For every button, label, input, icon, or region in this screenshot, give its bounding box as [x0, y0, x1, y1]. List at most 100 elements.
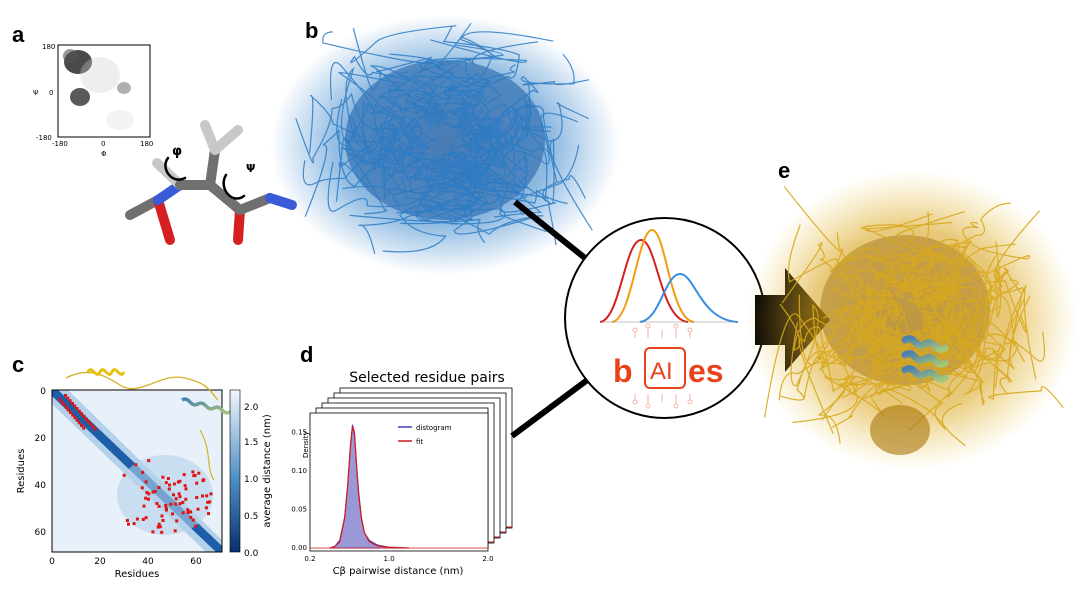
contact-dot: [186, 511, 190, 514]
baies-logo-circle: b AI es: [510, 199, 766, 439]
contact-dot: [62, 403, 66, 407]
contact-dot: [68, 399, 72, 403]
contact-dot: [184, 497, 188, 501]
colorbar: 2.0 1.5 1.0 0.5 0.0 average distance (nm…: [229, 389, 273, 559]
contact-dot: [73, 404, 77, 408]
gold-strand: [822, 302, 886, 338]
contact-dot: [125, 519, 129, 522]
blue-strand: [446, 31, 554, 107]
contact-dot: [144, 480, 148, 484]
gold-strand: [903, 202, 1012, 285]
contact-dot: [134, 463, 138, 467]
cbar-tick-0.5: 0.5: [244, 512, 258, 522]
contact-dot: [140, 486, 144, 490]
gold-strand: [920, 246, 987, 318]
contact-dot: [189, 510, 193, 514]
contact-dot: [77, 421, 81, 425]
blue-strand: [350, 25, 457, 115]
blue-strand: [455, 107, 517, 145]
contact-dot: [80, 424, 83, 427]
chart-xtick: 0.2: [304, 555, 315, 563]
blue-strand: [434, 89, 474, 126]
blue-strand: [418, 161, 506, 225]
contact-dot: [60, 400, 64, 404]
gold-strand: [781, 242, 877, 310]
contact-dot: [169, 502, 173, 506]
contact-dot: [193, 474, 197, 477]
contact-dot: [195, 496, 199, 499]
gold-strand: [836, 232, 895, 298]
contact-dot: [75, 418, 79, 422]
chart-ytick: 0.15: [291, 428, 307, 436]
contact-dot: [206, 500, 210, 504]
contact-dot: [157, 486, 161, 489]
blue-strand: [459, 126, 515, 181]
blue-strand: [428, 82, 479, 132]
blue-strand: [415, 171, 486, 244]
legend-label-fit: fit: [416, 438, 423, 446]
blue-strand: [445, 94, 483, 133]
contact-dot: [71, 413, 75, 417]
gold-strand: [820, 310, 892, 349]
rama-xtick-0: 0: [101, 140, 105, 148]
blue-strand: [340, 66, 428, 145]
chart-xtick: 1.0: [384, 555, 395, 563]
contact-dot: [172, 493, 175, 497]
blue-strand: [449, 152, 489, 218]
c-xtick-60: 60: [190, 557, 202, 567]
gold-ensemble-cloud: [747, 170, 1077, 470]
gold-strand: [831, 274, 887, 313]
contact-dot: [175, 519, 179, 523]
ramachandran-plot: 180 0 -180 -180 0 180 Φ Ψ: [33, 43, 153, 158]
contact-dot: [80, 412, 84, 416]
gold-strand: [879, 348, 966, 447]
phi-rotation-arrow: [164, 156, 187, 181]
gold-strand: [913, 211, 959, 299]
logo-ai-box: [644, 347, 686, 389]
gold-strand: [949, 310, 1064, 409]
gold-strand: [790, 304, 871, 387]
blue-strand: [428, 97, 472, 130]
contact-dot: [174, 497, 178, 501]
blue-strand: [342, 143, 428, 201]
panel-label-b: b: [305, 18, 318, 43]
blue-strand: [399, 159, 474, 222]
gold-strand: [924, 296, 973, 332]
contact-dot: [69, 411, 72, 414]
connector-d: [510, 375, 592, 439]
rama-xlabel: Φ: [101, 150, 107, 158]
c-ytick-60: 60: [35, 528, 47, 538]
c-helix-yellow: [86, 368, 126, 376]
gold-strand: [840, 306, 887, 344]
blue-strand: [451, 153, 528, 190]
blue-strand: [340, 144, 407, 215]
circuit-decoration: [632, 323, 693, 409]
contact-dot: [174, 502, 178, 506]
c-xlabel: Residues: [115, 569, 160, 580]
contact-dot: [89, 422, 93, 426]
blue-strand: [460, 106, 524, 139]
contact-dot: [181, 500, 185, 504]
contact-dot: [82, 426, 86, 430]
contact-dot: [82, 414, 86, 418]
rama-ytick-180: 180: [42, 43, 55, 51]
curve-blue: [639, 272, 739, 323]
gold-strand: [861, 285, 903, 321]
contact-dot: [186, 508, 190, 512]
contact-dot: [195, 481, 199, 485]
gold-strand: [778, 307, 881, 401]
contact-dot: [66, 408, 70, 412]
contact-dot: [194, 524, 197, 528]
contact-dot: [75, 407, 79, 410]
gold-strand: [927, 305, 1002, 358]
contact-dot: [64, 394, 67, 397]
blue-strand: [466, 104, 532, 155]
chart-legend: distogram fit: [398, 424, 452, 446]
gold-strand: [931, 239, 1031, 304]
psi-label: Ψ: [246, 162, 255, 175]
contact-dot: [204, 506, 208, 510]
connector-b: [513, 199, 592, 265]
blue-strand: [441, 151, 502, 205]
contact-dot: [145, 491, 149, 494]
contact-dot: [141, 517, 145, 521]
